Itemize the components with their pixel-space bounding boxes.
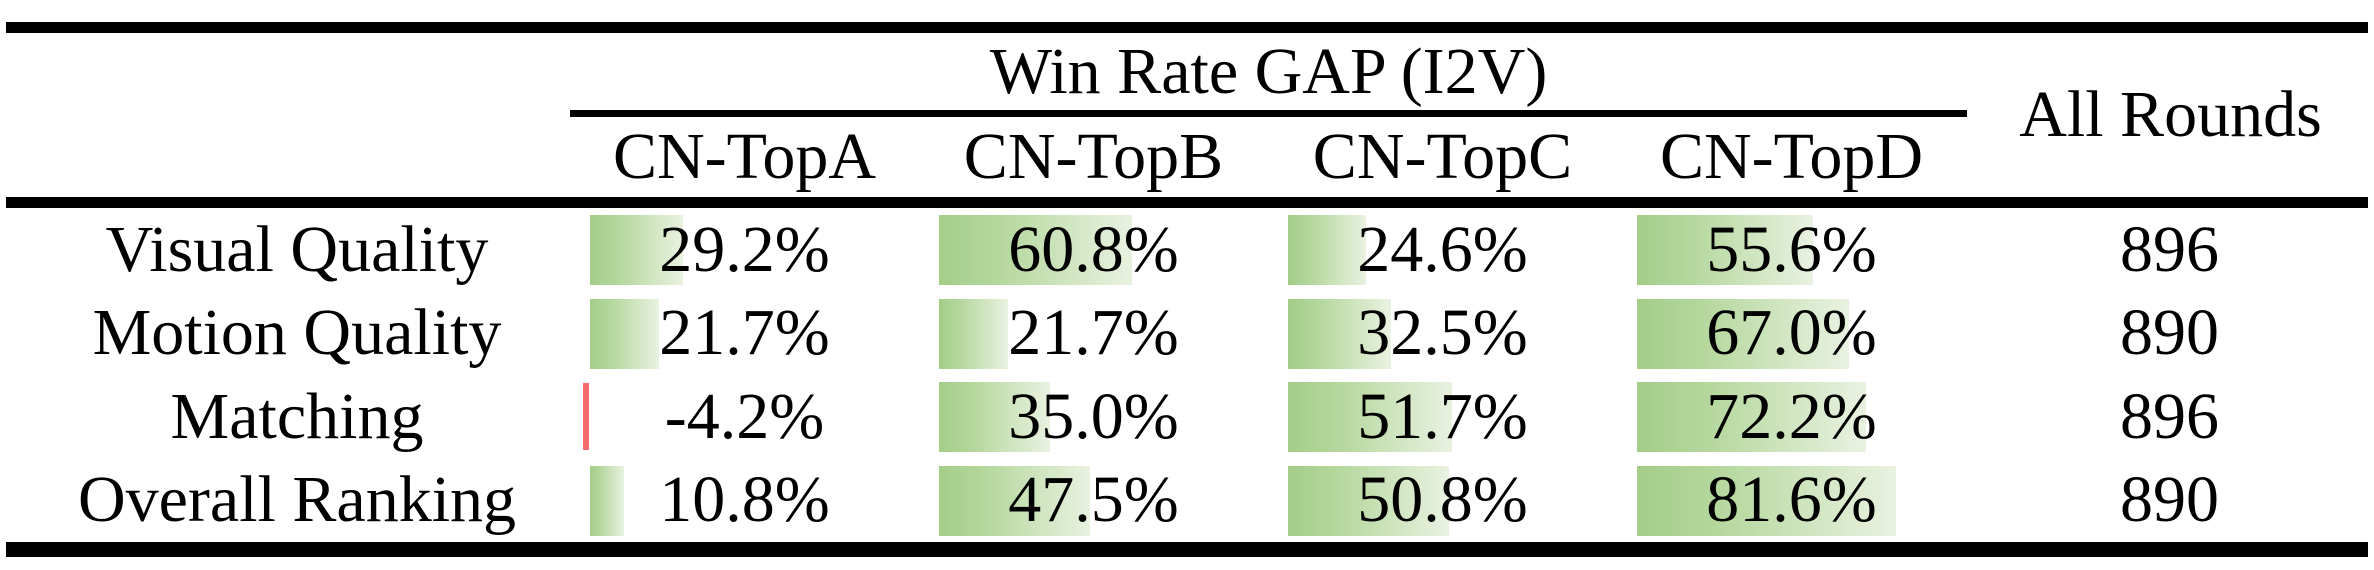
win-rate-cell: -4.2% <box>570 375 919 459</box>
positive-data-bar <box>1637 298 1849 369</box>
win-rate-cell: 24.6% <box>1268 208 1617 292</box>
group-header-underline-rule <box>570 110 1967 117</box>
column-header-cn-topd: CN-TopD <box>1659 120 1924 193</box>
column-header-cn-topa: CN-TopA <box>612 120 877 193</box>
row-label: Visual Quality <box>105 212 489 286</box>
top-rule <box>6 22 2368 33</box>
win-rate-cell: 67.0% <box>1617 292 1966 376</box>
row-label: Motion Quality <box>92 296 502 370</box>
all-rounds-value: 890 <box>2120 463 2219 537</box>
win-rate-value: 35.0% <box>1008 379 1179 453</box>
win-rate-value: -4.2% <box>664 379 825 453</box>
positive-data-bar <box>1288 298 1391 369</box>
row-label: Overall Ranking <box>77 463 517 537</box>
win-rate-cell: 60.8% <box>919 208 1268 292</box>
win-rate-value: 21.7% <box>1008 296 1179 370</box>
table-row: Motion Quality 21.7% 21.7% 32.5% 67.0% 890 <box>0 292 2374 376</box>
win-rate-value: 67.0% <box>1706 296 1877 370</box>
row-label: Matching <box>170 379 424 453</box>
win-rate-value: 55.6% <box>1706 212 1877 286</box>
win-rate-value: 50.8% <box>1357 463 1528 537</box>
positive-data-bar <box>590 298 659 369</box>
win-rate-value: 60.8% <box>1008 212 1179 286</box>
positive-data-bar <box>1637 465 1896 536</box>
win-rate-cell: 55.6% <box>1617 208 1966 292</box>
win-rate-cell: 81.6% <box>1617 459 1966 543</box>
table-row: Overall Ranking 10.8% 47.5% 50.8% 81.6% 890 <box>0 459 2374 543</box>
header-bottom-rule <box>6 197 2368 208</box>
win-rate-cell: 47.5% <box>919 459 1268 543</box>
positive-data-bar <box>590 215 683 285</box>
positive-data-bar <box>939 215 1132 285</box>
win-rate-cell: 21.7% <box>570 292 919 376</box>
win-rate-cell: 51.7% <box>1268 375 1617 459</box>
column-header-cn-topc: CN-TopC <box>1312 120 1573 193</box>
column-header-cn-topb: CN-TopB <box>963 120 1224 193</box>
positive-data-bar <box>1288 465 1449 536</box>
column-header-all-rounds: All Rounds <box>2019 78 2322 151</box>
table-row: Visual Quality 29.2% 60.8% 24.6% 55.6% 896 <box>0 208 2374 292</box>
negative-data-bar <box>583 383 589 450</box>
positive-data-bar <box>939 465 1090 536</box>
win-rate-value: 29.2% <box>659 212 830 286</box>
win-rate-cell: 29.2% <box>570 208 919 292</box>
win-rate-cell: 10.8% <box>570 459 919 543</box>
positive-data-bar <box>1637 215 1813 285</box>
positive-data-bar <box>1637 382 1866 452</box>
bottom-rule <box>6 542 2368 557</box>
win-rate-cell: 21.7% <box>919 292 1268 376</box>
win-rate-value: 32.5% <box>1357 296 1528 370</box>
positive-data-bar <box>590 465 624 536</box>
win-rate-value: 51.7% <box>1357 379 1528 453</box>
positive-data-bar <box>939 382 1050 452</box>
positive-data-bar <box>1288 215 1366 285</box>
win-rate-value: 21.7% <box>659 296 830 370</box>
win-rate-cell: 35.0% <box>919 375 1268 459</box>
win-rate-value: 72.2% <box>1706 379 1877 453</box>
win-rate-cell: 32.5% <box>1268 292 1617 376</box>
table-row: Matching -4.2% 35.0% 51.7% 72.2% 896 <box>0 375 2374 459</box>
positive-data-bar <box>939 298 1008 369</box>
win-rate-value: 10.8% <box>659 463 830 537</box>
win-rate-cell: 50.8% <box>1268 459 1617 543</box>
win-rate-cell: 72.2% <box>1617 375 1966 459</box>
win-rate-value: 47.5% <box>1008 463 1179 537</box>
group-header-win-rate-gap: Win Rate GAP (I2V) <box>989 34 1548 108</box>
positive-data-bar <box>1288 382 1452 452</box>
all-rounds-value: 896 <box>2120 212 2219 286</box>
win-rate-value: 24.6% <box>1357 212 1528 286</box>
all-rounds-value: 896 <box>2120 379 2219 453</box>
win-rate-value: 81.6% <box>1706 463 1877 537</box>
all-rounds-value: 890 <box>2120 296 2219 370</box>
table-body: Visual Quality 29.2% 60.8% 24.6% 55.6% 896 M… <box>0 208 2374 542</box>
